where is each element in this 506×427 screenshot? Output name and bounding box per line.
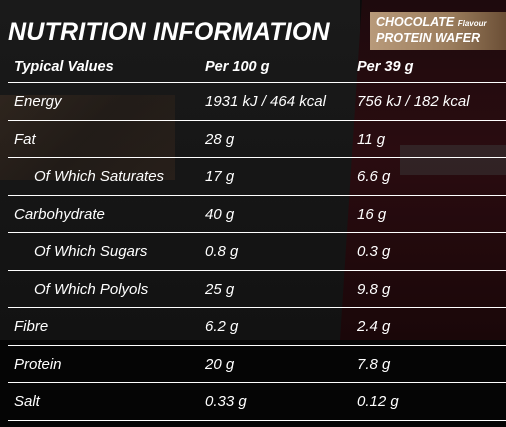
row-divider <box>8 344 506 346</box>
nutrient-label: Of Which Polyols <box>34 280 149 298</box>
badge-line-1: CHOCOLATE Flavour <box>376 15 487 29</box>
badge-product-name: PROTEIN WAFER <box>376 31 481 45</box>
row-divider <box>8 269 506 271</box>
value-per-serving: 16 g <box>357 205 387 223</box>
value-per-100g: 20 g <box>205 355 235 373</box>
row-divider <box>8 307 506 308</box>
nutrient-label: Carbohydrate <box>14 205 105 223</box>
nutrient-label: Of Which Saturates <box>34 168 165 185</box>
value-per-100g: 0.33 g <box>205 393 247 410</box>
nutrient-label: Fat <box>14 130 36 148</box>
nutrient-label: Fibre <box>14 318 49 335</box>
value-per-100g: 28 g <box>205 130 235 148</box>
value-per-100g: 1931 kJ / 464 kcal <box>205 93 326 110</box>
row-divider <box>8 382 506 383</box>
value-per-serving: 9.8 g <box>357 280 391 298</box>
row-divider <box>8 419 506 421</box>
wafer-image <box>0 95 175 180</box>
badge-flavour-label: Flavour <box>457 19 487 28</box>
header-per-100g: Per 100 g <box>205 59 270 75</box>
value-per-serving: 2.4 g <box>357 318 391 335</box>
value-per-serving: 7.8 g <box>357 355 391 373</box>
value-per-100g: 0.8 g <box>205 243 239 260</box>
nutrient-label: Energy <box>14 93 62 110</box>
page-title: NUTRITION INFORMATION <box>8 18 330 46</box>
background-bottom-band <box>0 340 506 427</box>
value-per-100g: 25 g <box>205 280 235 298</box>
value-per-serving: 11 g <box>357 130 386 148</box>
value-per-serving: 6.6 g <box>357 168 391 185</box>
row-divider <box>8 232 506 233</box>
row-divider <box>8 194 506 196</box>
value-per-serving: 756 kJ / 182 kcal <box>357 93 470 110</box>
row-divider <box>8 82 506 83</box>
badge-flavour-name: CHOCOLATE <box>376 15 455 29</box>
header-typical-values: Typical Values <box>14 59 114 75</box>
value-per-100g: 17 g <box>205 168 235 185</box>
nutrient-label: Protein <box>14 355 62 373</box>
row-divider <box>8 157 506 158</box>
value-per-100g: 40 g <box>205 205 235 223</box>
value-per-100g: 6.2 g <box>205 318 239 335</box>
value-per-serving: 0.3 g <box>357 243 391 260</box>
background-bar-image <box>400 145 506 175</box>
nutrient-label: Salt <box>14 393 40 410</box>
value-per-serving: 0.12 g <box>357 393 399 410</box>
nutrient-label: Of Which Sugars <box>34 243 148 260</box>
header-per-serving: Per 39 g <box>357 59 414 75</box>
row-divider <box>8 119 506 121</box>
product-badge: CHOCOLATE Flavour PROTEIN WAFER <box>370 12 506 50</box>
